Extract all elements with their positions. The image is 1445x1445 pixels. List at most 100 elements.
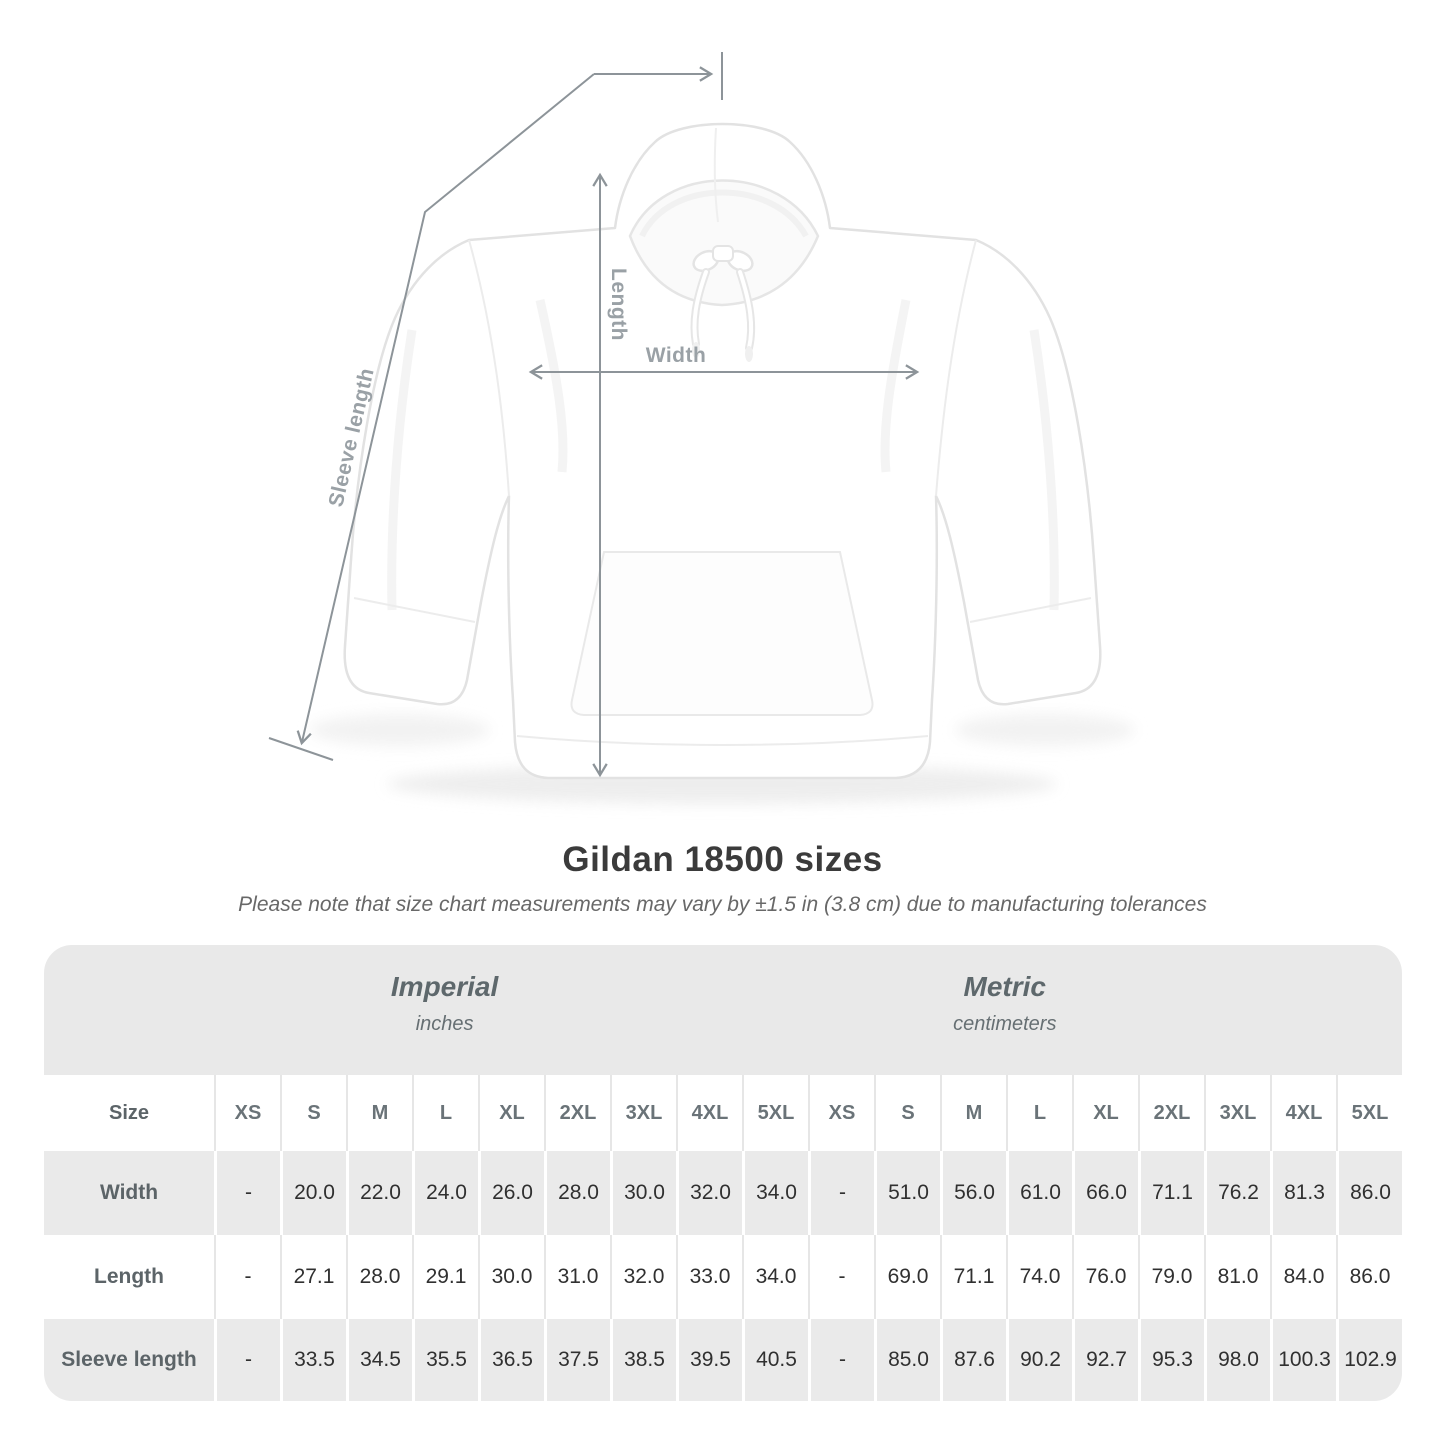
cell: - [214,1151,280,1235]
cell: 31.0 [544,1235,610,1319]
cell: 76.0 [1072,1235,1138,1319]
cell: 30.0 [610,1151,676,1235]
cell: 22.0 [346,1151,412,1235]
cell: 61.0 [1006,1151,1072,1235]
col-header: S [280,1075,346,1151]
cell: 27.1 [280,1235,346,1319]
cell: - [214,1235,280,1319]
row-label: Sleeve length [61,1348,197,1371]
cell: 34.5 [346,1319,412,1401]
cell: 34.0 [742,1235,808,1319]
cell: 71.1 [940,1235,1006,1319]
unit-header-band: Imperial inches Metric centimeters [44,945,1402,1075]
hoodie-image: Length Width Sleeve length [268,52,1135,804]
hood-opening [628,179,820,307]
cell: 79.0 [1138,1235,1204,1319]
cell: 51.0 [874,1151,940,1235]
cell: 66.0 [1072,1151,1138,1235]
cell: - [808,1151,874,1235]
cell: 40.5 [742,1319,808,1401]
hood-inner-shade [639,189,809,238]
cell: 84.0 [1270,1235,1336,1319]
col-header: L [412,1075,478,1151]
size-table: Imperial inches Metric centimeters Size … [44,945,1402,1401]
cell: 35.5 [412,1319,478,1401]
page-title: Gildan 18500 sizes [562,840,883,879]
cell: 92.7 [1072,1319,1138,1401]
size-column-header: Size [108,1101,150,1124]
row-label: Width [99,1181,159,1204]
cell: 56.0 [940,1151,1006,1235]
cell: 81.0 [1204,1235,1270,1319]
cell: 86.0 [1336,1235,1402,1319]
table-row-length: Length - 27.1 28.0 29.1 30.0 31.0 32.0 3… [44,1235,1402,1319]
hood-seam [713,127,719,223]
imperial-header: Imperial inches [44,971,845,1036]
cell: 32.0 [676,1151,742,1235]
col-header: 3XL [1204,1075,1270,1151]
sleeve-end-tick [268,737,334,761]
cell: 20.0 [280,1151,346,1235]
hoodie-measurement-figure: Length Width Sleeve length [268,52,1135,804]
col-header: 5XL [1336,1075,1402,1151]
cell: 85.0 [874,1319,940,1401]
cell: 36.5 [478,1319,544,1401]
hoodie-body [343,122,1102,780]
cell: 81.3 [1270,1151,1336,1235]
col-header: XS [214,1075,280,1151]
col-header: M [346,1075,412,1151]
width-label: Width [646,344,707,367]
col-header: M [940,1075,1006,1151]
cell: 24.0 [412,1151,478,1235]
cell: 100.3 [1270,1319,1336,1401]
measurement-lines [268,52,920,778]
cell: 34.0 [742,1151,808,1235]
sleeve-shadow-right [955,714,1135,746]
cell: 74.0 [1006,1235,1072,1319]
fabric-folds [387,299,1059,611]
length-label: Length [607,268,630,341]
cell: - [808,1235,874,1319]
metric-title: Metric [963,971,1046,1002]
page-subtitle: Please note that size chart measurements… [238,893,1207,916]
col-header: 2XL [1138,1075,1204,1151]
cell: 69.0 [874,1235,940,1319]
col-header: 4XL [676,1075,742,1151]
cell: 71.1 [1138,1151,1204,1235]
table-row-width: Width - 20.0 22.0 24.0 26.0 28.0 30.0 32… [44,1151,1402,1235]
table-row-sleeve-length: Sleeve length - 33.5 34.5 35.5 36.5 37.5… [44,1319,1402,1401]
imperial-subtitle: inches [415,1013,474,1035]
cell: 28.0 [544,1151,610,1235]
col-header: 2XL [544,1075,610,1151]
sleeve-shadow-left [310,714,490,746]
drawstrings [690,245,756,362]
sleeve-length-line [296,73,595,746]
metric-header: Metric centimeters [608,971,1402,1036]
kangaroo-pocket [570,551,874,716]
cell: 87.6 [940,1319,1006,1401]
col-header: 4XL [1270,1075,1336,1151]
cell: 26.0 [478,1151,544,1235]
cell: 98.0 [1204,1319,1270,1401]
cell: 86.0 [1336,1151,1402,1235]
cell: - [214,1319,280,1401]
seam-lines [353,239,1092,746]
cell: 33.5 [280,1319,346,1401]
cell: 39.5 [676,1319,742,1401]
col-header: S [874,1075,940,1151]
cell: 32.0 [610,1235,676,1319]
col-header: 3XL [610,1075,676,1151]
cell: 33.0 [676,1235,742,1319]
metric-subtitle: centimeters [953,1013,1057,1035]
cell: 29.1 [412,1235,478,1319]
size-header-row: Size XS S M L XL 2XL 3XL 4XL 5XL XS S M … [44,1075,1402,1151]
cell: 28.0 [346,1235,412,1319]
col-header: L [1006,1075,1072,1151]
col-header: XL [478,1075,544,1151]
cell: - [808,1319,874,1401]
col-header: XS [808,1075,874,1151]
cell: 95.3 [1138,1319,1204,1401]
cell: 37.5 [544,1319,610,1401]
col-header: XL [1072,1075,1138,1151]
